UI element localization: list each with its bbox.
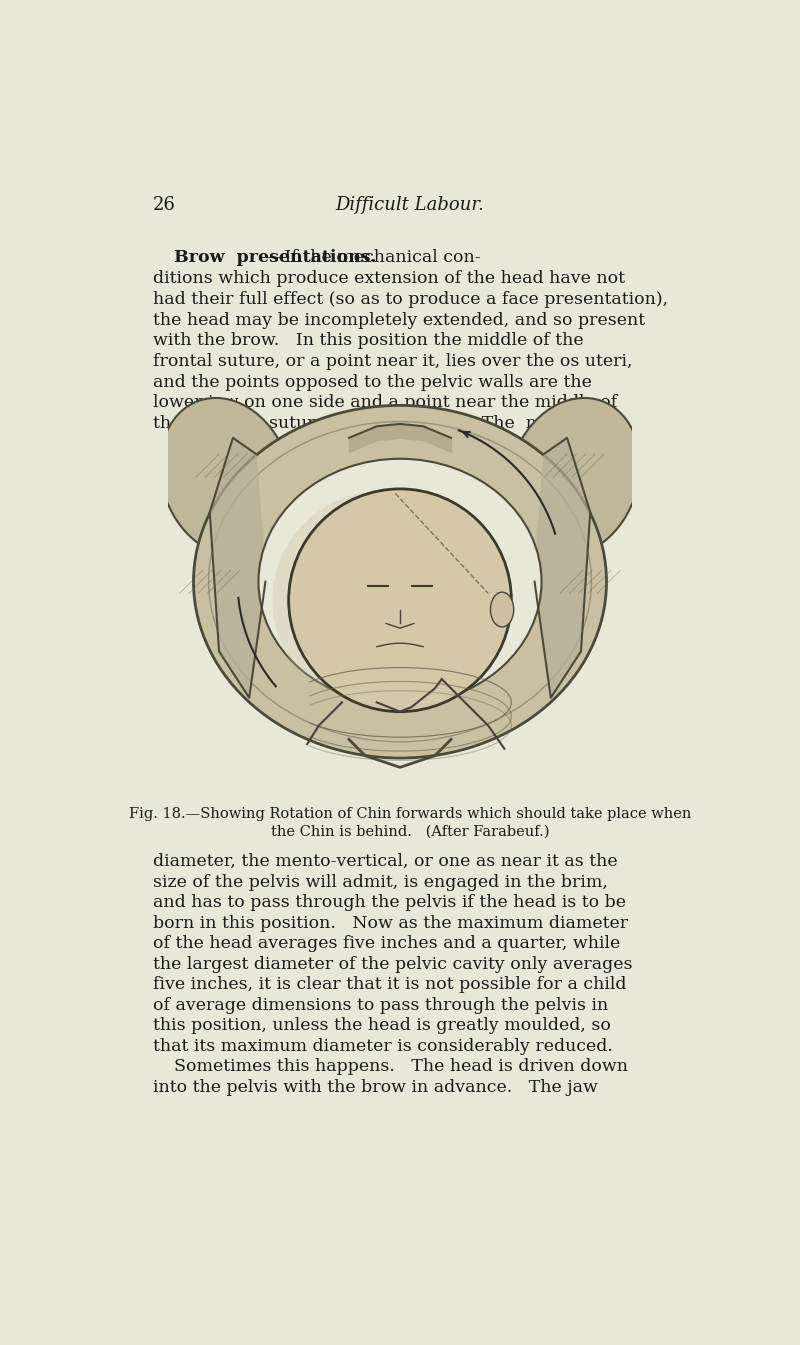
Text: diameter, the mento-vertical, or one as near it as the: diameter, the mento-vertical, or one as …	[153, 853, 618, 870]
Text: the largest diameter of the pelvic cavity only averages: the largest diameter of the pelvic cavit…	[153, 956, 632, 972]
Text: with the brow.   In this position the middle of the: with the brow. In this position the midd…	[153, 332, 583, 350]
Text: —If the mechanical con-: —If the mechanical con-	[267, 249, 481, 266]
Text: 26: 26	[153, 195, 175, 214]
Text: ditions which produce extension of the head have not: ditions which produce extension of the h…	[153, 270, 625, 286]
Text: into the pelvis with the brow in advance.   The jaw: into the pelvis with the brow in advance…	[153, 1079, 598, 1096]
Ellipse shape	[508, 398, 640, 557]
Polygon shape	[534, 438, 590, 698]
Ellipse shape	[160, 398, 292, 557]
Text: of the head averages five inches and a quarter, while: of the head averages five inches and a q…	[153, 935, 620, 952]
Text: and the points opposed to the pelvic walls are the: and the points opposed to the pelvic wal…	[153, 374, 591, 390]
Text: the Chin is behind.   (After Farabeuf.): the Chin is behind. (After Farabeuf.)	[270, 824, 550, 838]
Text: Fig. 18.—Showing Rotation of Chin forwards which should take place when: Fig. 18.—Showing Rotation of Chin forwar…	[129, 807, 691, 820]
Circle shape	[272, 491, 490, 709]
Text: that its maximum diameter is considerably reduced.: that its maximum diameter is considerabl…	[153, 1038, 613, 1054]
Ellipse shape	[194, 405, 606, 759]
Polygon shape	[210, 438, 266, 698]
Text: size of the pelvis will admit, is engaged in the brim,: size of the pelvis will admit, is engage…	[153, 874, 607, 890]
Ellipse shape	[258, 459, 542, 705]
Text: Brow  presentations.: Brow presentations.	[174, 249, 377, 266]
Text: lower jaw on one side and a point near the middle of: lower jaw on one side and a point near t…	[153, 394, 617, 412]
Circle shape	[289, 490, 511, 712]
Text: born in this position.   Now as the maximum diameter: born in this position. Now as the maximu…	[153, 915, 628, 932]
Text: had their full effect (so as to produce a face presentation),: had their full effect (so as to produce …	[153, 291, 668, 308]
Ellipse shape	[490, 592, 514, 627]
Text: five inches, it is clear that it is not possible for a child: five inches, it is clear that it is not …	[153, 976, 626, 993]
Text: Sometimes this happens.   The head is driven down: Sometimes this happens. The head is driv…	[174, 1059, 629, 1075]
Text: of average dimensions to pass through the pelvis in: of average dimensions to pass through th…	[153, 997, 608, 1014]
Text: the  sagittal  suture  on  the  other.    The  maximum: the sagittal suture on the other. The ma…	[153, 416, 612, 432]
Text: the head may be incompletely extended, and so present: the head may be incompletely extended, a…	[153, 312, 645, 328]
Text: Difficult Labour.: Difficult Labour.	[336, 195, 484, 214]
Text: this position, unless the head is greatly moulded, so: this position, unless the head is greatl…	[153, 1017, 610, 1034]
Text: frontal suture, or a point near it, lies over the os uteri,: frontal suture, or a point near it, lies…	[153, 352, 632, 370]
Text: and has to pass through the pelvis if the head is to be: and has to pass through the pelvis if th…	[153, 894, 626, 911]
